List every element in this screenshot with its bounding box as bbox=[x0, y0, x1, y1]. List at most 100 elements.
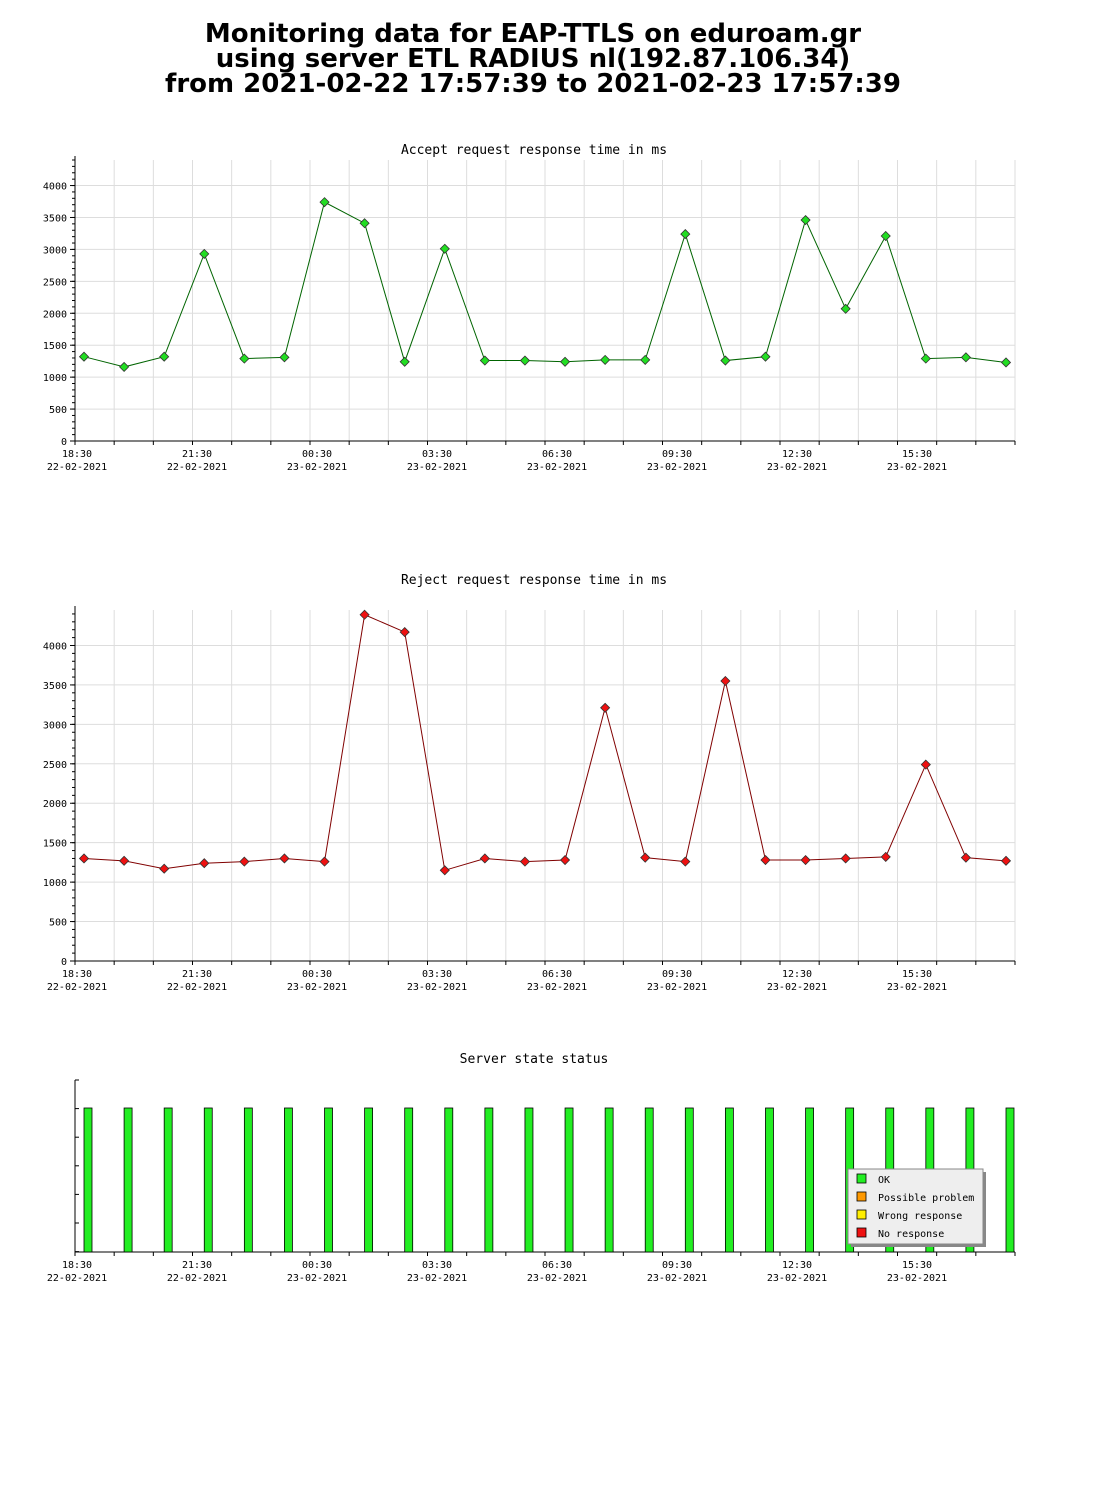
reject-data-point bbox=[800, 854, 811, 866]
header-line-1: Monitoring data for EAP-TTLS on eduroam.… bbox=[204, 19, 862, 49]
accept-data-point bbox=[760, 351, 771, 362]
accept-chart: 0 500 1000 1500 2000 2500 3000 3500 4000 18:30 22-… bbox=[43, 156, 1016, 473]
status-bar bbox=[644, 1107, 654, 1253]
status-bar bbox=[765, 1107, 774, 1253]
accept-data-point bbox=[399, 356, 410, 367]
accept-data-point bbox=[840, 303, 851, 314]
x-tick-label-time: 00:30 bbox=[302, 449, 332, 460]
x-tick-label-date: 22-02-2021 bbox=[167, 982, 227, 993]
x-tick-label-date: 22-02-2021 bbox=[167, 462, 227, 473]
reject-data-point bbox=[119, 855, 130, 866]
reject-data-point bbox=[920, 759, 931, 770]
reject-data-point bbox=[559, 854, 571, 866]
legend-swatch bbox=[856, 1209, 867, 1220]
y-tick-label: 2500 bbox=[43, 277, 67, 288]
status-bar bbox=[604, 1107, 614, 1253]
x-tick-label-date: 23-02-2021 bbox=[647, 1273, 707, 1284]
y-tick-label: 1000 bbox=[43, 878, 67, 889]
y-tick-label: 2500 bbox=[43, 760, 67, 771]
reject-data-point bbox=[159, 863, 170, 874]
x-tick-label-time: 09:30 bbox=[662, 449, 692, 460]
legend-label: No response bbox=[878, 1229, 944, 1240]
legend-label: OK bbox=[878, 1175, 890, 1186]
x-tick-label-time: 21:30 bbox=[182, 969, 212, 980]
x-tick-label-time: 15:30 bbox=[902, 969, 932, 980]
x-tick-label-date: 23-02-2021 bbox=[527, 462, 587, 473]
legend-box bbox=[847, 1168, 984, 1245]
x-tick-label-date: 23-02-2021 bbox=[767, 982, 827, 993]
x-tick-label-date: 23-02-2021 bbox=[647, 982, 707, 993]
reject-data-point bbox=[78, 853, 90, 864]
accept-data-point bbox=[880, 230, 891, 242]
reject-data-point bbox=[960, 852, 971, 863]
x-tick-label-time: 21:30 bbox=[182, 1260, 212, 1271]
legend-swatch bbox=[856, 1227, 867, 1238]
x-tick-label-time: 18:30 bbox=[62, 449, 92, 460]
x-tick-label-date: 23-02-2021 bbox=[647, 462, 707, 473]
x-tick-label-time: 03:30 bbox=[422, 1260, 452, 1271]
x-tick-label-date: 22-02-2021 bbox=[47, 982, 107, 993]
reject-data-point bbox=[519, 856, 531, 867]
reject-data-point bbox=[199, 858, 210, 869]
accept-data-point bbox=[479, 355, 490, 366]
x-tick-label-time: 18:30 bbox=[62, 969, 92, 980]
x-tick-label-date: 23-02-2021 bbox=[407, 462, 467, 473]
accept-data-point bbox=[800, 214, 811, 226]
x-tick-label-time: 09:30 bbox=[662, 1260, 692, 1271]
reject-data-point bbox=[720, 675, 731, 687]
x-tick-label-time: 00:30 bbox=[302, 969, 332, 980]
status-bar bbox=[564, 1107, 574, 1253]
x-tick-label-date: 23-02-2021 bbox=[767, 1273, 827, 1284]
accept-series-line bbox=[83, 201, 1007, 368]
x-tick-label-date: 22-02-2021 bbox=[47, 1273, 107, 1284]
accept-data-point bbox=[439, 243, 450, 254]
reject-series-line bbox=[83, 614, 1007, 871]
x-tick-label-date: 23-02-2021 bbox=[767, 462, 827, 473]
accept-data-point bbox=[319, 197, 330, 208]
y-tick-label: 3000 bbox=[43, 245, 67, 256]
reject-data-point bbox=[760, 854, 771, 866]
x-tick-label-date: 23-02-2021 bbox=[287, 1273, 347, 1284]
x-tick-label-time: 03:30 bbox=[422, 449, 452, 460]
legend-label: Wrong response bbox=[878, 1211, 962, 1222]
x-tick-label-date: 23-02-2021 bbox=[527, 982, 587, 993]
legend-label: Possible problem bbox=[878, 1193, 974, 1204]
status-bar bbox=[524, 1107, 534, 1253]
legend-swatch bbox=[856, 1191, 867, 1202]
accept-data-point bbox=[960, 352, 971, 363]
x-tick-label-time: 12:30 bbox=[782, 969, 812, 980]
accept-data-point bbox=[680, 229, 691, 240]
y-tick-label: 3500 bbox=[43, 213, 67, 224]
status-bar bbox=[284, 1107, 293, 1253]
reject-data-point bbox=[359, 609, 370, 620]
x-tick-label-date: 22-02-2021 bbox=[167, 1273, 227, 1284]
y-tick-label: 4000 bbox=[43, 641, 67, 652]
header-line-2: using server ETL RADIUS nl(192.87.106.34… bbox=[215, 44, 851, 74]
accept-data-point bbox=[519, 355, 531, 366]
x-tick-label-time: 15:30 bbox=[902, 1260, 932, 1271]
accept-data-point bbox=[239, 353, 250, 364]
accept-data-point bbox=[920, 353, 931, 364]
y-tick-label: 1000 bbox=[43, 373, 67, 384]
status-chart-title: Server state status bbox=[460, 1052, 609, 1067]
y-tick-label: 2000 bbox=[43, 309, 67, 320]
status-bar bbox=[123, 1107, 133, 1253]
reject-data-point bbox=[1000, 855, 1012, 866]
x-tick-label-time: 09:30 bbox=[662, 969, 692, 980]
status-bar bbox=[1005, 1107, 1015, 1253]
x-tick-label-time: 12:30 bbox=[782, 1260, 812, 1271]
status-bar bbox=[163, 1107, 173, 1253]
x-tick-label-time: 06:30 bbox=[542, 1260, 572, 1271]
accept-data-point bbox=[199, 248, 210, 259]
y-tick-label: 1500 bbox=[43, 341, 67, 352]
reject-data-point bbox=[880, 851, 891, 862]
status-bar bbox=[805, 1107, 814, 1253]
status-bar bbox=[484, 1107, 494, 1253]
accept-data-point bbox=[720, 355, 731, 366]
status-bar bbox=[83, 1107, 93, 1253]
x-tick-label-time: 06:30 bbox=[542, 969, 572, 980]
reject-data-point bbox=[840, 853, 851, 864]
y-tick-label: 0 bbox=[61, 957, 67, 968]
x-tick-label-date: 23-02-2021 bbox=[887, 462, 947, 473]
header-line-3: from 2021-02-22 17:57:39 to 2021-02-23 1… bbox=[165, 69, 901, 99]
